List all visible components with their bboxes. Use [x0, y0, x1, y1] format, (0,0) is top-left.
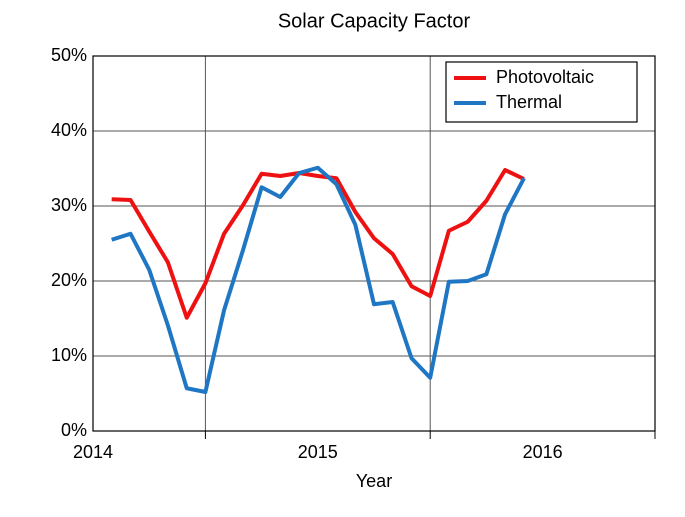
legend-label: Photovoltaic	[496, 67, 594, 87]
legend-label: Thermal	[496, 92, 562, 112]
legend-box	[445, 61, 638, 123]
y-tick-label: 40%	[51, 120, 87, 140]
x-tick-label: 2016	[523, 442, 563, 462]
y-tick-label: 30%	[51, 195, 87, 215]
plot-frame	[92, 55, 656, 432]
x-tick-label: 2014	[73, 442, 113, 462]
series-line	[111, 168, 525, 320]
series-line	[111, 165, 526, 394]
x-axis-label: Year	[356, 471, 392, 491]
x-tick-label: 2015	[298, 442, 338, 462]
y-tick-label: 10%	[51, 345, 87, 365]
chart-title: Solar Capacity Factor	[278, 10, 471, 32]
y-tick-label: 20%	[51, 270, 87, 290]
y-tick-label: 50%	[51, 45, 87, 65]
y-tick-label: 0%	[61, 420, 87, 440]
